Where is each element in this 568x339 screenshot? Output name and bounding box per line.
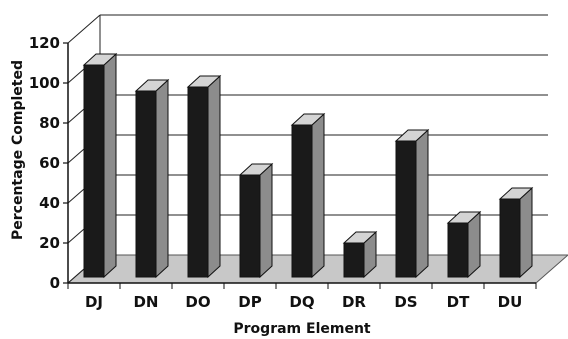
y-tick-label-80: 80	[39, 114, 60, 132]
y-tick-label-100: 100	[29, 74, 60, 92]
bar-DU	[499, 198, 521, 278]
bar-side-DS	[415, 128, 429, 279]
bar-DQ	[291, 124, 313, 278]
bar-side-DJ	[103, 52, 117, 279]
x-tick-label-DP: DP	[238, 293, 261, 311]
bar-DP	[239, 174, 261, 278]
y-axis-title: Percentage Completed	[10, 60, 26, 240]
y-tick-label-60: 60	[39, 154, 60, 172]
x-tick-label-DR: DR	[342, 293, 366, 311]
bar-side-DU	[519, 186, 533, 279]
x-tick-label-DJ: DJ	[85, 293, 103, 311]
bar-DR	[343, 242, 365, 278]
bar-side-DO	[207, 74, 221, 279]
x-tick-label-DO: DO	[185, 293, 210, 311]
bar-DJ	[83, 64, 105, 278]
bar-side-DN	[155, 78, 169, 279]
bar-DT	[447, 222, 469, 278]
bar-side-DP	[259, 162, 273, 279]
bar-DN	[135, 90, 157, 278]
y-tick-label-0: 0	[50, 274, 60, 292]
bar-DS	[395, 140, 417, 278]
x-tick-label-DQ: DQ	[289, 293, 314, 311]
x-tick-label-DN: DN	[133, 293, 158, 311]
x-tick-label-DS: DS	[394, 293, 417, 311]
y-tick-label-40: 40	[39, 194, 60, 212]
bar-DO	[187, 86, 209, 278]
x-tick-label-DT: DT	[447, 293, 470, 311]
y-tick-label-120: 120	[29, 34, 60, 52]
x-axis-title: Program Element	[233, 321, 371, 337]
x-tick-label-DU: DU	[498, 293, 523, 311]
grid-connector-120	[67, 14, 101, 44]
bar-side-DQ	[311, 112, 325, 279]
y-tick-label-20: 20	[39, 234, 60, 252]
